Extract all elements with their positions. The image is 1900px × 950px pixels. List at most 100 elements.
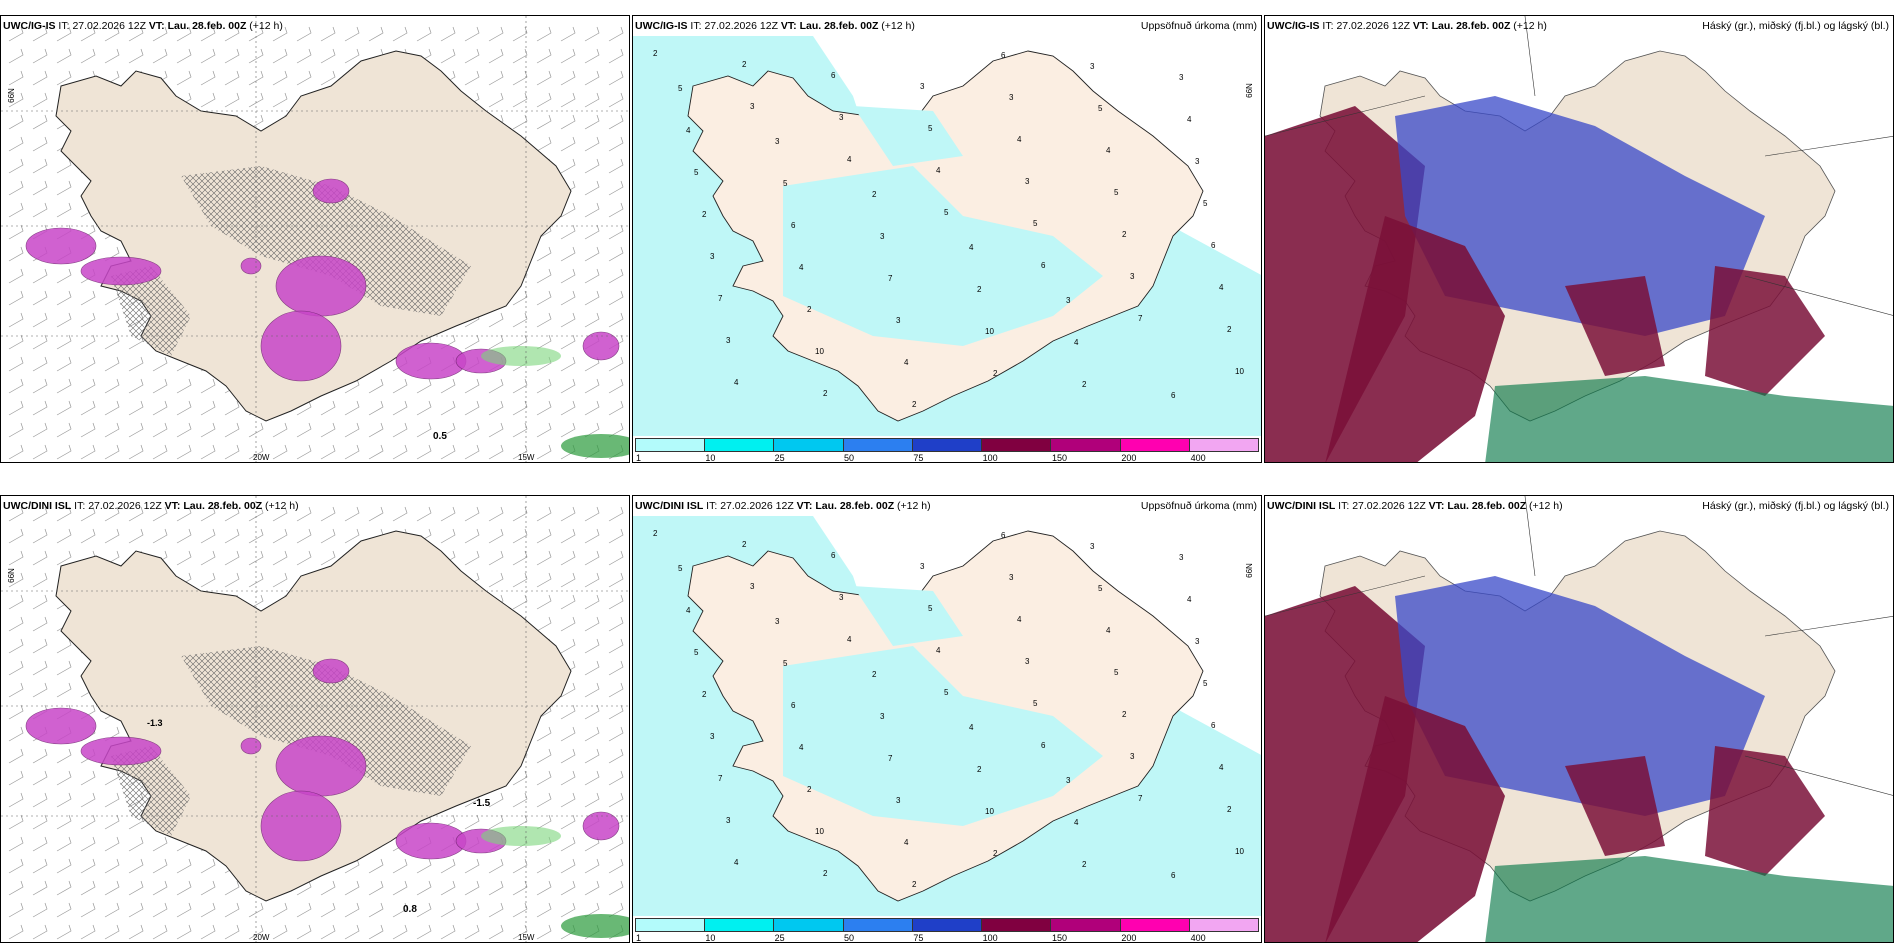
svg-text:4: 4 — [1074, 818, 1079, 827]
legend-color-swatch — [912, 919, 983, 931]
svg-text:7: 7 — [888, 274, 893, 283]
legend-color-swatch — [774, 439, 844, 451]
legend-tick-label: 150 — [1052, 453, 1068, 463]
cloud-map — [1265, 16, 1893, 462]
legend-color-swatch — [912, 439, 983, 451]
svg-text:3: 3 — [1130, 272, 1135, 281]
svg-text:2: 2 — [702, 690, 707, 699]
svg-text:3: 3 — [710, 252, 715, 261]
svg-text:5: 5 — [678, 564, 683, 573]
svg-text:4: 4 — [734, 378, 739, 387]
svg-text:5: 5 — [783, 659, 788, 668]
svg-text:2: 2 — [912, 400, 917, 409]
legend-tick-label: 10 — [705, 933, 716, 943]
map-panel-dini-wind-precip: UWC/DINI ISL IT: 27.02.2026 12Z VT: Lau.… — [0, 495, 630, 943]
value-label: 0.5 — [433, 431, 447, 442]
svg-text:2: 2 — [1082, 860, 1087, 869]
svg-text:7: 7 — [888, 754, 893, 763]
legend-color-swatch — [1189, 439, 1258, 451]
svg-text:2: 2 — [823, 869, 828, 878]
svg-text:6: 6 — [831, 551, 836, 560]
svg-text:4: 4 — [734, 858, 739, 867]
legend-color-swatch — [636, 919, 706, 931]
legend-tick-label: 400 — [1190, 453, 1206, 463]
precip-legend: 1 10 25 50 75 100 150 200 400 — [633, 436, 1261, 462]
svg-text:5: 5 — [1033, 219, 1038, 228]
svg-text:5: 5 — [694, 648, 699, 657]
svg-text:6: 6 — [831, 71, 836, 80]
svg-text:2: 2 — [807, 785, 812, 794]
panel-header: UWC/DINI ISL IT: 27.02.2026 12Z VT: Lau.… — [3, 500, 299, 512]
svg-text:6: 6 — [791, 701, 796, 710]
lon-label-20w: 20W — [253, 453, 270, 462]
svg-text:3: 3 — [1179, 553, 1184, 562]
precip-legend: 1 10 25 50 75 100 150 200 400 — [633, 916, 1261, 942]
svg-text:3: 3 — [775, 137, 780, 146]
svg-text:3: 3 — [1025, 657, 1030, 666]
svg-text:4: 4 — [969, 243, 974, 252]
legend-color-swatch — [774, 919, 844, 931]
svg-text:3: 3 — [896, 316, 901, 325]
svg-text:2: 2 — [993, 849, 998, 858]
svg-text:5: 5 — [1203, 679, 1208, 688]
svg-text:10: 10 — [1235, 847, 1244, 856]
svg-text:7: 7 — [1138, 314, 1143, 323]
legend-color-swatch — [982, 919, 1052, 931]
panel-title: Uppsöfnuð úrkoma (mm) — [1140, 500, 1257, 512]
legend-tick-label: 50 — [844, 453, 855, 463]
svg-text:3: 3 — [880, 712, 885, 721]
lat-label: 66N — [6, 568, 16, 583]
legend-tick-label: 100 — [982, 933, 998, 943]
value-label: -1.3 — [147, 718, 163, 728]
panel-title: Uppsöfnuð úrkoma (mm) — [1140, 20, 1257, 32]
legend-tick-label: 1 — [636, 453, 642, 463]
svg-text:5: 5 — [928, 604, 933, 613]
map-panel-dini-clouds: UWC/DINI ISL IT: 27.02.2026 12Z VT: Lau.… — [1264, 495, 1894, 943]
svg-text:4: 4 — [1074, 338, 1079, 347]
svg-text:3: 3 — [920, 562, 925, 571]
svg-text:6: 6 — [1211, 721, 1216, 730]
legend-tick-label: 200 — [1121, 933, 1137, 943]
legend-colorbar — [635, 918, 1259, 932]
svg-text:4: 4 — [1017, 615, 1022, 624]
svg-text:3: 3 — [1195, 157, 1200, 166]
legend-tick-label: 25 — [774, 933, 785, 943]
svg-text:3: 3 — [726, 336, 731, 345]
svg-text:5: 5 — [1098, 104, 1103, 113]
svg-text:2: 2 — [1227, 325, 1232, 334]
svg-text:3: 3 — [750, 582, 755, 591]
map-panel-ig-is-wind-precip: UWC/IG-IS IT: 27.02.2026 12Z VT: Lau. 28… — [0, 15, 630, 463]
svg-text:2: 2 — [977, 285, 982, 294]
legend-tick-label: 400 — [1190, 933, 1206, 943]
svg-text:3: 3 — [880, 232, 885, 241]
svg-text:2: 2 — [912, 880, 917, 889]
svg-text:3: 3 — [726, 816, 731, 825]
svg-text:2: 2 — [742, 60, 747, 69]
legend-colorbar — [635, 438, 1259, 452]
svg-text:6: 6 — [1171, 871, 1176, 880]
svg-text:3: 3 — [1090, 542, 1095, 551]
legend-color-swatch — [705, 919, 775, 931]
legend-tick-label: 200 — [1121, 453, 1137, 463]
svg-text:6: 6 — [791, 221, 796, 230]
svg-text:4: 4 — [904, 838, 909, 847]
svg-text:3: 3 — [1009, 93, 1014, 102]
wind-precip-map — [1, 496, 629, 942]
svg-text:2: 2 — [993, 369, 998, 378]
legend-color-swatch — [1051, 439, 1121, 451]
legend-color-swatch — [705, 439, 775, 451]
map-panel-dini-accum-precip: 2 3 4 5 6 7 10 2 3 4 5 3 2 4 6 5 3 2 4 3 2 3 4 5 6 7 10 2 3 4 5 3 2 4 6 5 3 2… — [632, 495, 1262, 943]
svg-text:6: 6 — [1041, 261, 1046, 270]
legend-tick-label: 1 — [636, 933, 642, 943]
svg-text:5: 5 — [783, 179, 788, 188]
svg-text:3: 3 — [1130, 752, 1135, 761]
legend-ticks: 1 10 25 50 75 100 150 200 400 — [635, 453, 1259, 462]
legend-tick-label: 150 — [1052, 933, 1068, 943]
legend-color-swatch — [843, 919, 913, 931]
svg-text:2: 2 — [1082, 380, 1087, 389]
legend-color-swatch — [982, 439, 1052, 451]
svg-text:2: 2 — [653, 49, 658, 58]
svg-text:4: 4 — [1187, 115, 1192, 124]
svg-text:6: 6 — [1001, 531, 1006, 540]
svg-text:2: 2 — [742, 540, 747, 549]
